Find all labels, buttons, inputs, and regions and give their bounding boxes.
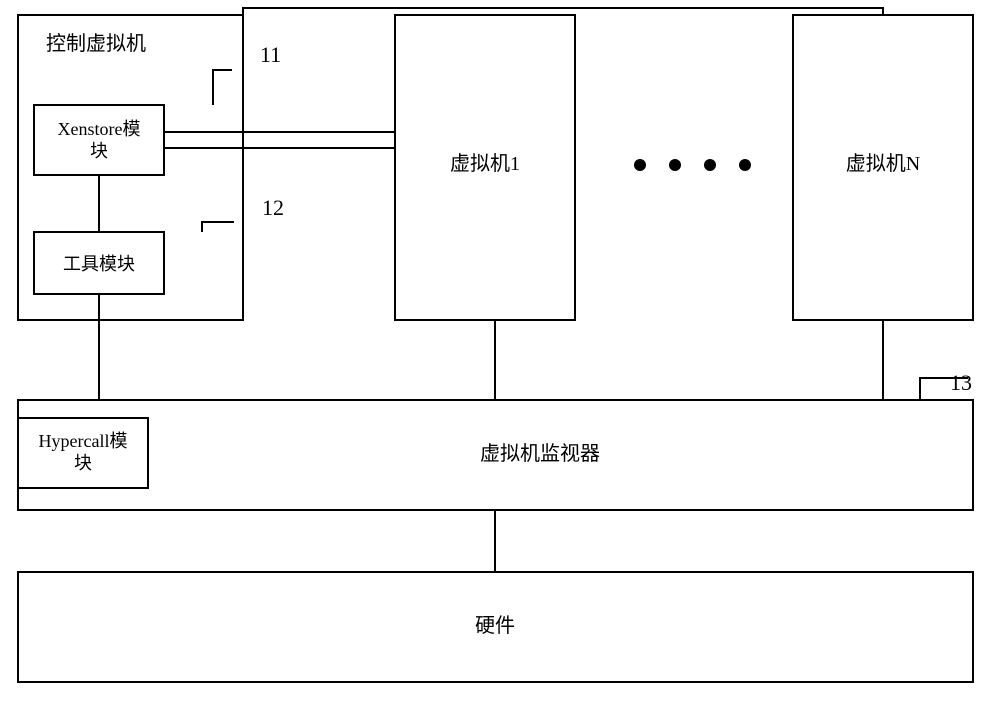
- hypercall-label-1: Hypercall模: [39, 431, 128, 451]
- callout-11: 11: [260, 42, 281, 67]
- ellipsis-dot: [739, 159, 751, 171]
- xenstore-box: [34, 105, 164, 175]
- vmn-label: 虚拟机N: [846, 152, 920, 175]
- xenstore-label-2: 块: [90, 141, 108, 161]
- control-vm-label: 控制虚拟机: [46, 32, 146, 55]
- hypercall-label-2: 块: [74, 453, 92, 473]
- callout-13: 13: [950, 370, 972, 395]
- callout-12: 12: [262, 195, 284, 220]
- monitor-label: 虚拟机监视器: [480, 442, 600, 465]
- vm1-label: 虚拟机1: [450, 152, 520, 175]
- hardware-label: 硬件: [475, 614, 515, 637]
- ellipsis-dot: [634, 159, 646, 171]
- control-vm-box: [18, 15, 243, 320]
- ellipsis-dot: [704, 159, 716, 171]
- xenstore-label-1: Xenstore模: [58, 119, 141, 139]
- tool-label: 工具模块: [63, 254, 135, 274]
- ellipsis-dot: [669, 159, 681, 171]
